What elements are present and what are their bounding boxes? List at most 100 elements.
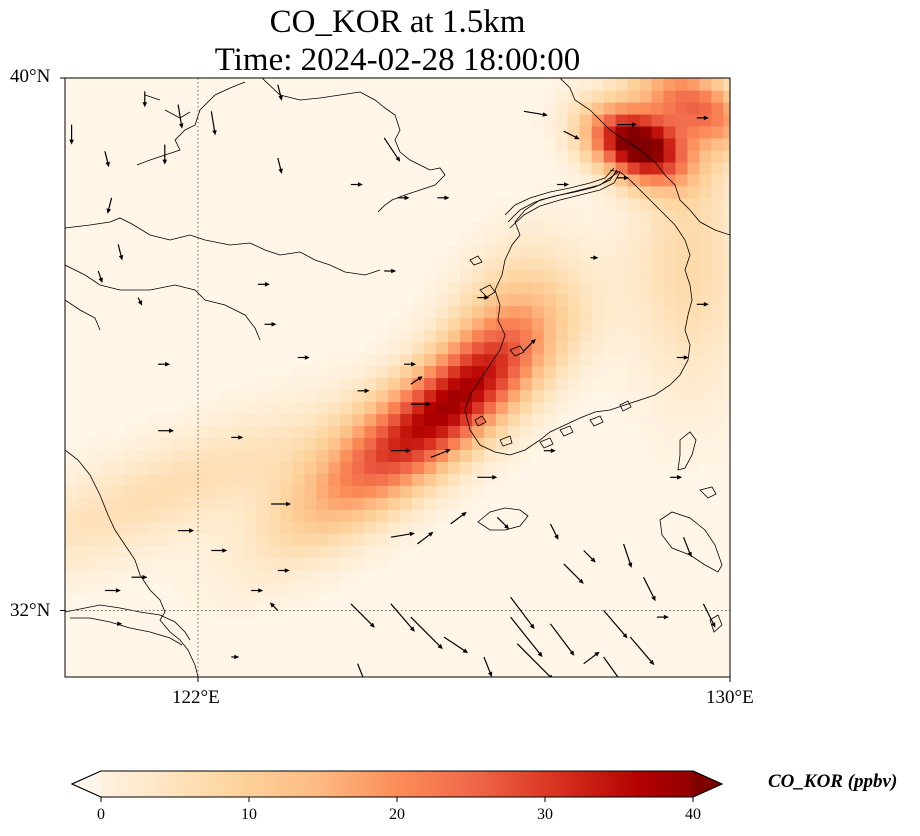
field-cell [220, 485, 234, 498]
field-cell [244, 581, 258, 594]
wind-arrow [510, 616, 543, 658]
field-cell [316, 581, 329, 594]
field-cell [220, 401, 234, 415]
field-cell [304, 389, 317, 403]
field-cell [124, 449, 138, 462]
field-cell [735, 413, 748, 426]
field-cell [495, 413, 509, 426]
field-cell [376, 437, 389, 450]
field-cell [687, 90, 700, 103]
field-cell [567, 113, 581, 127]
field-cell [472, 329, 485, 343]
field-cell [172, 569, 186, 582]
field-cell [495, 305, 509, 319]
field-cell [711, 413, 724, 426]
field-cell [232, 509, 246, 522]
field-cell [723, 377, 730, 391]
field-cell [232, 437, 246, 450]
field-cell [579, 377, 593, 391]
field-cell [591, 341, 605, 355]
field-cell [352, 413, 365, 426]
field-cell [627, 389, 641, 403]
field-cell [448, 461, 461, 474]
field-cell [603, 269, 617, 283]
field-cell [507, 245, 521, 259]
field-cell [364, 557, 377, 570]
field-cell [639, 305, 653, 319]
wind-arrow [477, 295, 490, 300]
field-cell [256, 413, 270, 426]
field-cell [208, 461, 222, 474]
field-cell [651, 305, 665, 319]
wind-arrow [210, 111, 217, 136]
field-cell [627, 173, 641, 187]
field-cell [328, 365, 341, 379]
field-cell [220, 605, 234, 618]
field-cell [639, 78, 653, 79]
field-cell [675, 317, 689, 331]
wind-arrow [131, 574, 148, 580]
field-cell [495, 425, 509, 438]
field-cell [699, 377, 712, 391]
field-cell [531, 185, 545, 199]
field-cell [507, 221, 521, 235]
field-cell [376, 557, 389, 570]
field-cell [256, 605, 270, 618]
field-cell [388, 401, 401, 415]
field-cell [687, 78, 700, 91]
field-cell [448, 341, 461, 355]
field-cell [531, 221, 545, 235]
jeju-island [477, 507, 529, 531]
field-cell [627, 197, 641, 211]
field-cell [555, 317, 569, 331]
field-cell [627, 221, 641, 235]
field-cell [591, 281, 605, 295]
wind-arrow [271, 501, 292, 507]
field-cell [460, 233, 473, 247]
field-cell [639, 365, 653, 379]
field-cell [603, 341, 617, 355]
wind-arrow [590, 255, 599, 260]
field-cell [412, 449, 425, 462]
field-cell [675, 137, 689, 151]
field-cell [472, 413, 485, 426]
field-cell [112, 521, 126, 534]
field-cell [304, 449, 317, 462]
field-cell [268, 401, 282, 415]
field-cell [615, 113, 629, 127]
field-cell [400, 305, 413, 319]
field-cell [172, 509, 186, 522]
field-cell [675, 233, 689, 247]
field-cell [340, 437, 353, 450]
field-cell [352, 425, 365, 438]
field-cell [567, 341, 581, 355]
field-cell [579, 102, 593, 115]
field-cell [495, 473, 509, 486]
wind-arrow [603, 656, 619, 677]
field-cell [663, 365, 677, 379]
field-cell [639, 425, 653, 438]
field-cell [77, 545, 90, 558]
field-cell [244, 521, 258, 534]
field-cell [100, 497, 114, 510]
field-cell [172, 425, 186, 438]
field-cell [448, 293, 461, 307]
field-cell [316, 521, 329, 534]
field-cell [112, 533, 126, 546]
field-cell [579, 197, 593, 211]
field-cell [340, 425, 353, 438]
field-cell [519, 353, 533, 367]
field-cell [388, 461, 401, 474]
field-cell [388, 449, 401, 462]
field-cell [723, 353, 730, 367]
field-cell [603, 365, 617, 379]
field-cell [484, 245, 497, 259]
field-cell [88, 569, 102, 582]
field-cell [436, 425, 449, 438]
field-cell [316, 389, 329, 403]
field-cell [184, 509, 198, 522]
field-cell [352, 437, 365, 450]
field-cell [555, 269, 569, 283]
field-cell [244, 425, 258, 438]
field-cell [519, 281, 533, 295]
